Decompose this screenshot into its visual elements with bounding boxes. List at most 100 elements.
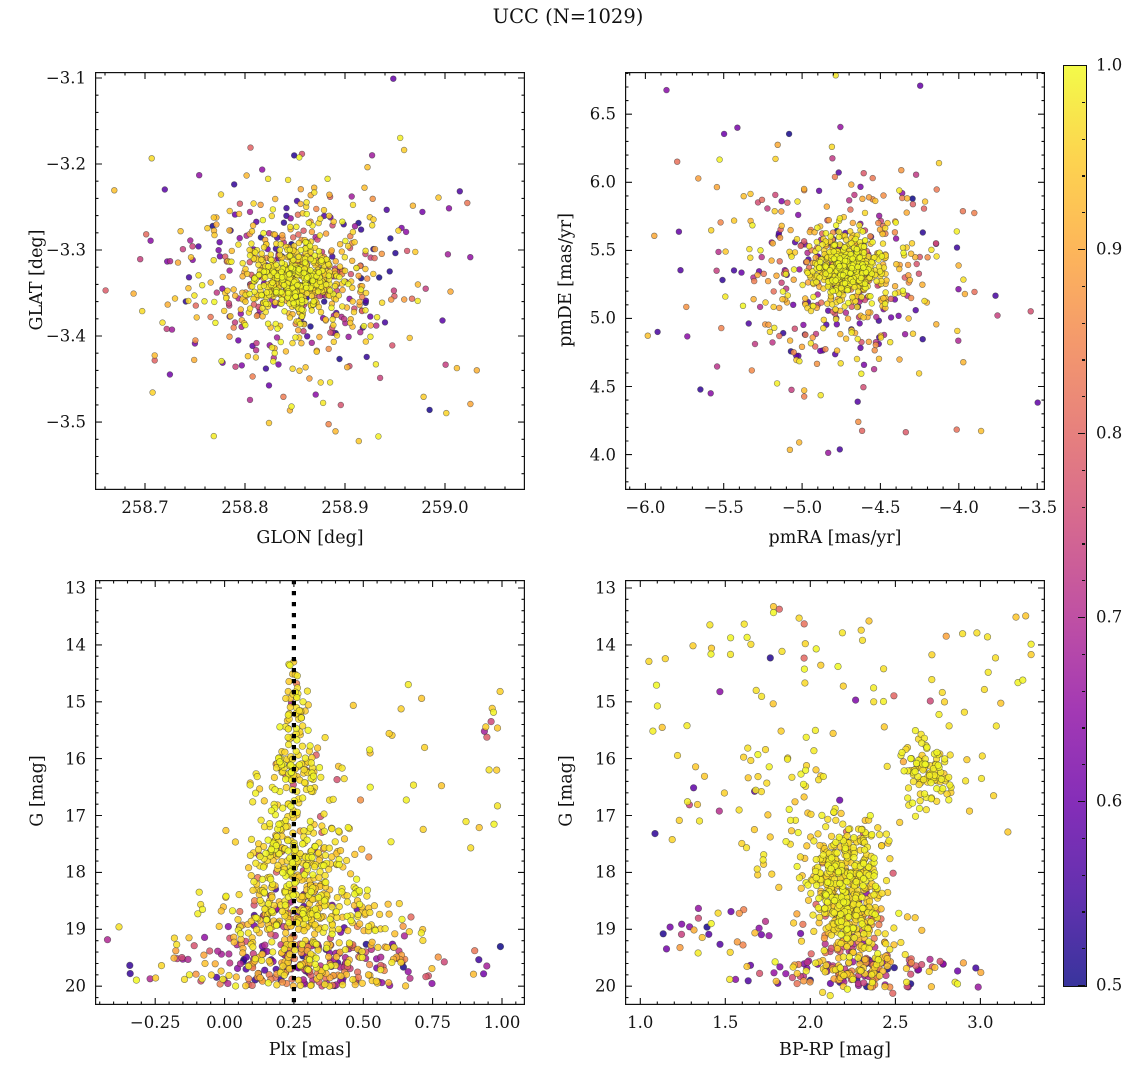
x-tick-label: −0.25 xyxy=(129,1013,181,1032)
x-tick-label: −3.5 xyxy=(1017,498,1058,517)
y-tick-label: 20 xyxy=(595,976,616,996)
axes-frame xyxy=(625,580,1045,1005)
y-tick-label: 13 xyxy=(595,578,616,598)
plx-axis-label: Plx [mas] xyxy=(268,1040,352,1060)
y-tick-label: 19 xyxy=(65,919,86,939)
y-tick-label: 17 xyxy=(65,806,86,826)
y-tick-label: 16 xyxy=(65,749,86,769)
pm-scatter-plot xyxy=(625,72,1045,490)
colorbar-minor-tick xyxy=(1081,580,1085,582)
colorbar-tick-label: 1.0 xyxy=(1096,55,1123,75)
colorbar-tick xyxy=(1078,249,1085,251)
colorbar-minor-tick xyxy=(1081,948,1085,950)
y-tick-label: −3.3 xyxy=(45,240,86,260)
y-tick-label: −3.1 xyxy=(45,68,86,88)
scatter-points xyxy=(645,603,1035,1000)
colorbar-minor-tick xyxy=(1081,543,1085,545)
colorbar-tick-label: 0.8 xyxy=(1096,423,1123,443)
scatter-points xyxy=(102,75,480,445)
x-tick-label: −4.0 xyxy=(938,498,979,517)
y-tick-label: 5.5 xyxy=(589,240,616,260)
y-tick-label: −3.4 xyxy=(45,326,86,346)
colorbar-minor-tick xyxy=(1081,874,1085,876)
colorbar-tick-label: 0.9 xyxy=(1096,239,1123,259)
y-tick-label: 19 xyxy=(595,919,616,939)
axes-frame xyxy=(95,580,525,1005)
y-tick-label: −3.5 xyxy=(45,412,86,432)
colorbar-minor-tick xyxy=(1081,690,1085,692)
scatter-points xyxy=(644,72,1041,456)
scatter-points xyxy=(103,658,505,990)
x-tick-label: 259.0 xyxy=(421,498,469,517)
colorbar-minor-tick xyxy=(1081,764,1085,766)
x-tick-label: 1.0 xyxy=(627,1013,654,1032)
glat-axis-label: GLAT [deg] xyxy=(27,229,47,331)
colorbar-tick xyxy=(1078,617,1085,619)
x-tick-label: 3.0 xyxy=(967,1013,994,1032)
y-tick-label: 13 xyxy=(65,578,86,598)
x-tick-label: 2.5 xyxy=(882,1013,909,1032)
colorbar-tick-label: 0.7 xyxy=(1096,607,1123,627)
colorbar-minor-tick xyxy=(1081,506,1085,508)
x-tick-label: −5.5 xyxy=(703,498,744,517)
bprp-axis-label: BP-RP [mag] xyxy=(779,1040,891,1060)
axis-ticks xyxy=(625,580,1045,1005)
axis-ticks xyxy=(625,72,1045,490)
axis-ticks xyxy=(95,72,525,490)
y-tick-label: 6.5 xyxy=(589,104,616,124)
y-tick-label: 4.5 xyxy=(589,377,616,397)
y-tick-label: 20 xyxy=(65,976,86,996)
colorbar-tick xyxy=(1078,801,1085,803)
colorbar-minor-tick xyxy=(1081,837,1085,839)
colorbar-minor-tick xyxy=(1081,727,1085,729)
colorbar-minor-tick xyxy=(1081,101,1085,103)
x-tick-label: 258.8 xyxy=(221,498,269,517)
y-tick-label: 4.0 xyxy=(589,445,616,465)
y-tick-label: 14 xyxy=(595,635,616,655)
colorbar-tick xyxy=(1078,65,1085,67)
y-tick-label: 6.0 xyxy=(589,172,616,192)
colorbar-minor-tick xyxy=(1081,138,1085,140)
x-tick-label: −6.0 xyxy=(625,498,666,517)
colorbar-tick-label: 0.6 xyxy=(1096,791,1123,811)
x-tick-label: 0.00 xyxy=(206,1013,243,1032)
colorbar-tick-label: 0.5 xyxy=(1096,975,1123,995)
y-tick-label: 16 xyxy=(595,749,616,769)
gmag-left-axis-label: G [mag] xyxy=(27,755,48,827)
plx-g-scatter-plot xyxy=(95,580,525,1005)
cmd-scatter-plot xyxy=(625,580,1045,1005)
y-tick-label: 18 xyxy=(65,862,86,882)
colorbar-minor-tick xyxy=(1081,653,1085,655)
colorbar-tick xyxy=(1078,985,1085,987)
axes-frame xyxy=(95,72,525,490)
pmde-axis-label: pmDE [mas/yr] xyxy=(556,213,576,347)
y-tick-label: −3.2 xyxy=(45,154,86,174)
x-tick-label: 1.5 xyxy=(712,1013,739,1032)
x-tick-label: 258.7 xyxy=(121,498,169,517)
x-tick-label: −4.5 xyxy=(860,498,901,517)
axis-ticks xyxy=(95,580,525,1005)
axes-frame xyxy=(625,72,1045,490)
figure-title: UCC (N=1029) xyxy=(492,5,644,28)
x-tick-label: 258.9 xyxy=(321,498,369,517)
y-tick-label: 15 xyxy=(65,692,86,712)
x-tick-label: 0.75 xyxy=(414,1013,451,1032)
y-tick-label: 14 xyxy=(65,635,86,655)
colorbar-minor-tick xyxy=(1081,175,1085,177)
y-tick-label: 17 xyxy=(595,806,616,826)
gmag-right-axis-label: G [mag] xyxy=(556,755,577,827)
colorbar-minor-tick xyxy=(1081,212,1085,214)
colorbar xyxy=(1063,65,1087,987)
colorbar-minor-tick xyxy=(1081,285,1085,287)
colorbar-tick xyxy=(1078,433,1085,435)
colorbar-minor-tick xyxy=(1081,469,1085,471)
x-tick-label: 1.00 xyxy=(483,1013,521,1032)
colorbar-minor-tick xyxy=(1081,322,1085,324)
glon-glat-scatter-plot xyxy=(95,72,525,490)
colorbar-minor-tick xyxy=(1081,911,1085,913)
y-tick-label: 15 xyxy=(595,692,616,712)
colorbar-minor-tick xyxy=(1081,396,1085,398)
pmra-axis-label: pmRA [mas/yr] xyxy=(768,528,902,548)
x-tick-label: −5.0 xyxy=(782,498,823,517)
